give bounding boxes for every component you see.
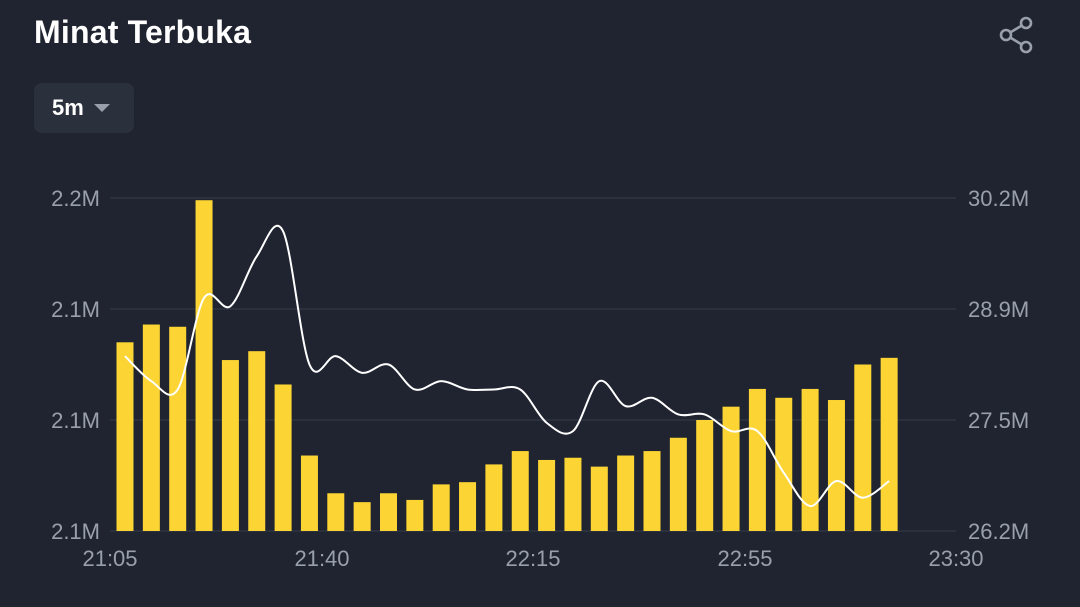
left-tick-label: 2.1M xyxy=(51,519,100,544)
bar-series xyxy=(116,200,898,531)
bar xyxy=(775,397,793,531)
right-axis: 30.2M 28.9M 27.5M 26.2M xyxy=(968,186,1029,544)
x-tick-label: 21:40 xyxy=(294,546,349,571)
bar xyxy=(327,493,345,531)
line-series xyxy=(124,224,890,508)
bar xyxy=(195,200,213,531)
bar xyxy=(748,388,766,531)
share-button[interactable] xyxy=(996,14,1038,56)
bar xyxy=(380,493,397,531)
bar xyxy=(142,324,160,531)
bar xyxy=(221,360,239,531)
line-path xyxy=(124,224,890,508)
bar xyxy=(722,406,740,531)
bar xyxy=(880,357,898,531)
interval-dropdown[interactable]: 5m xyxy=(34,83,134,133)
bar xyxy=(669,437,687,531)
x-tick-label: 22:55 xyxy=(717,546,772,571)
x-tick-label: 21:05 xyxy=(82,546,137,571)
bar xyxy=(432,484,450,531)
bar xyxy=(353,502,371,531)
bar xyxy=(564,457,582,531)
interval-label: 5m xyxy=(52,95,84,120)
x-tick-label: 23:30 xyxy=(928,546,983,571)
page-title: Minat Terbuka xyxy=(34,14,252,50)
bar xyxy=(696,420,714,531)
caret-down-icon xyxy=(93,104,110,112)
x-tick-label: 22:15 xyxy=(505,546,560,571)
bar xyxy=(459,482,477,531)
bar xyxy=(116,342,134,531)
bar xyxy=(538,459,556,531)
bar xyxy=(169,326,187,531)
right-tick-label: 30.2M xyxy=(968,186,1029,211)
left-tick-label: 2.2M xyxy=(51,186,100,211)
bar xyxy=(406,499,424,531)
left-tick-label: 2.1M xyxy=(51,408,100,433)
bar xyxy=(248,351,266,531)
right-tick-label: 26.2M xyxy=(968,519,1029,544)
bar xyxy=(854,364,872,531)
bar xyxy=(590,466,608,531)
bar xyxy=(300,455,318,531)
left-tick-label: 2.1M xyxy=(51,297,100,322)
x-axis: 21:05 21:40 22:15 22:55 23:30 xyxy=(82,546,983,571)
bar xyxy=(801,388,819,531)
bar xyxy=(511,451,529,531)
bar xyxy=(274,384,292,531)
share-icon xyxy=(999,16,1033,54)
bar xyxy=(643,451,661,531)
left-axis: 2.2M 2.1M 2.1M 2.1M xyxy=(51,186,100,544)
bar xyxy=(485,464,503,531)
right-tick-label: 28.9M xyxy=(968,297,1029,322)
right-tick-label: 27.5M xyxy=(968,408,1029,433)
bar xyxy=(617,455,635,531)
bar xyxy=(827,400,845,531)
